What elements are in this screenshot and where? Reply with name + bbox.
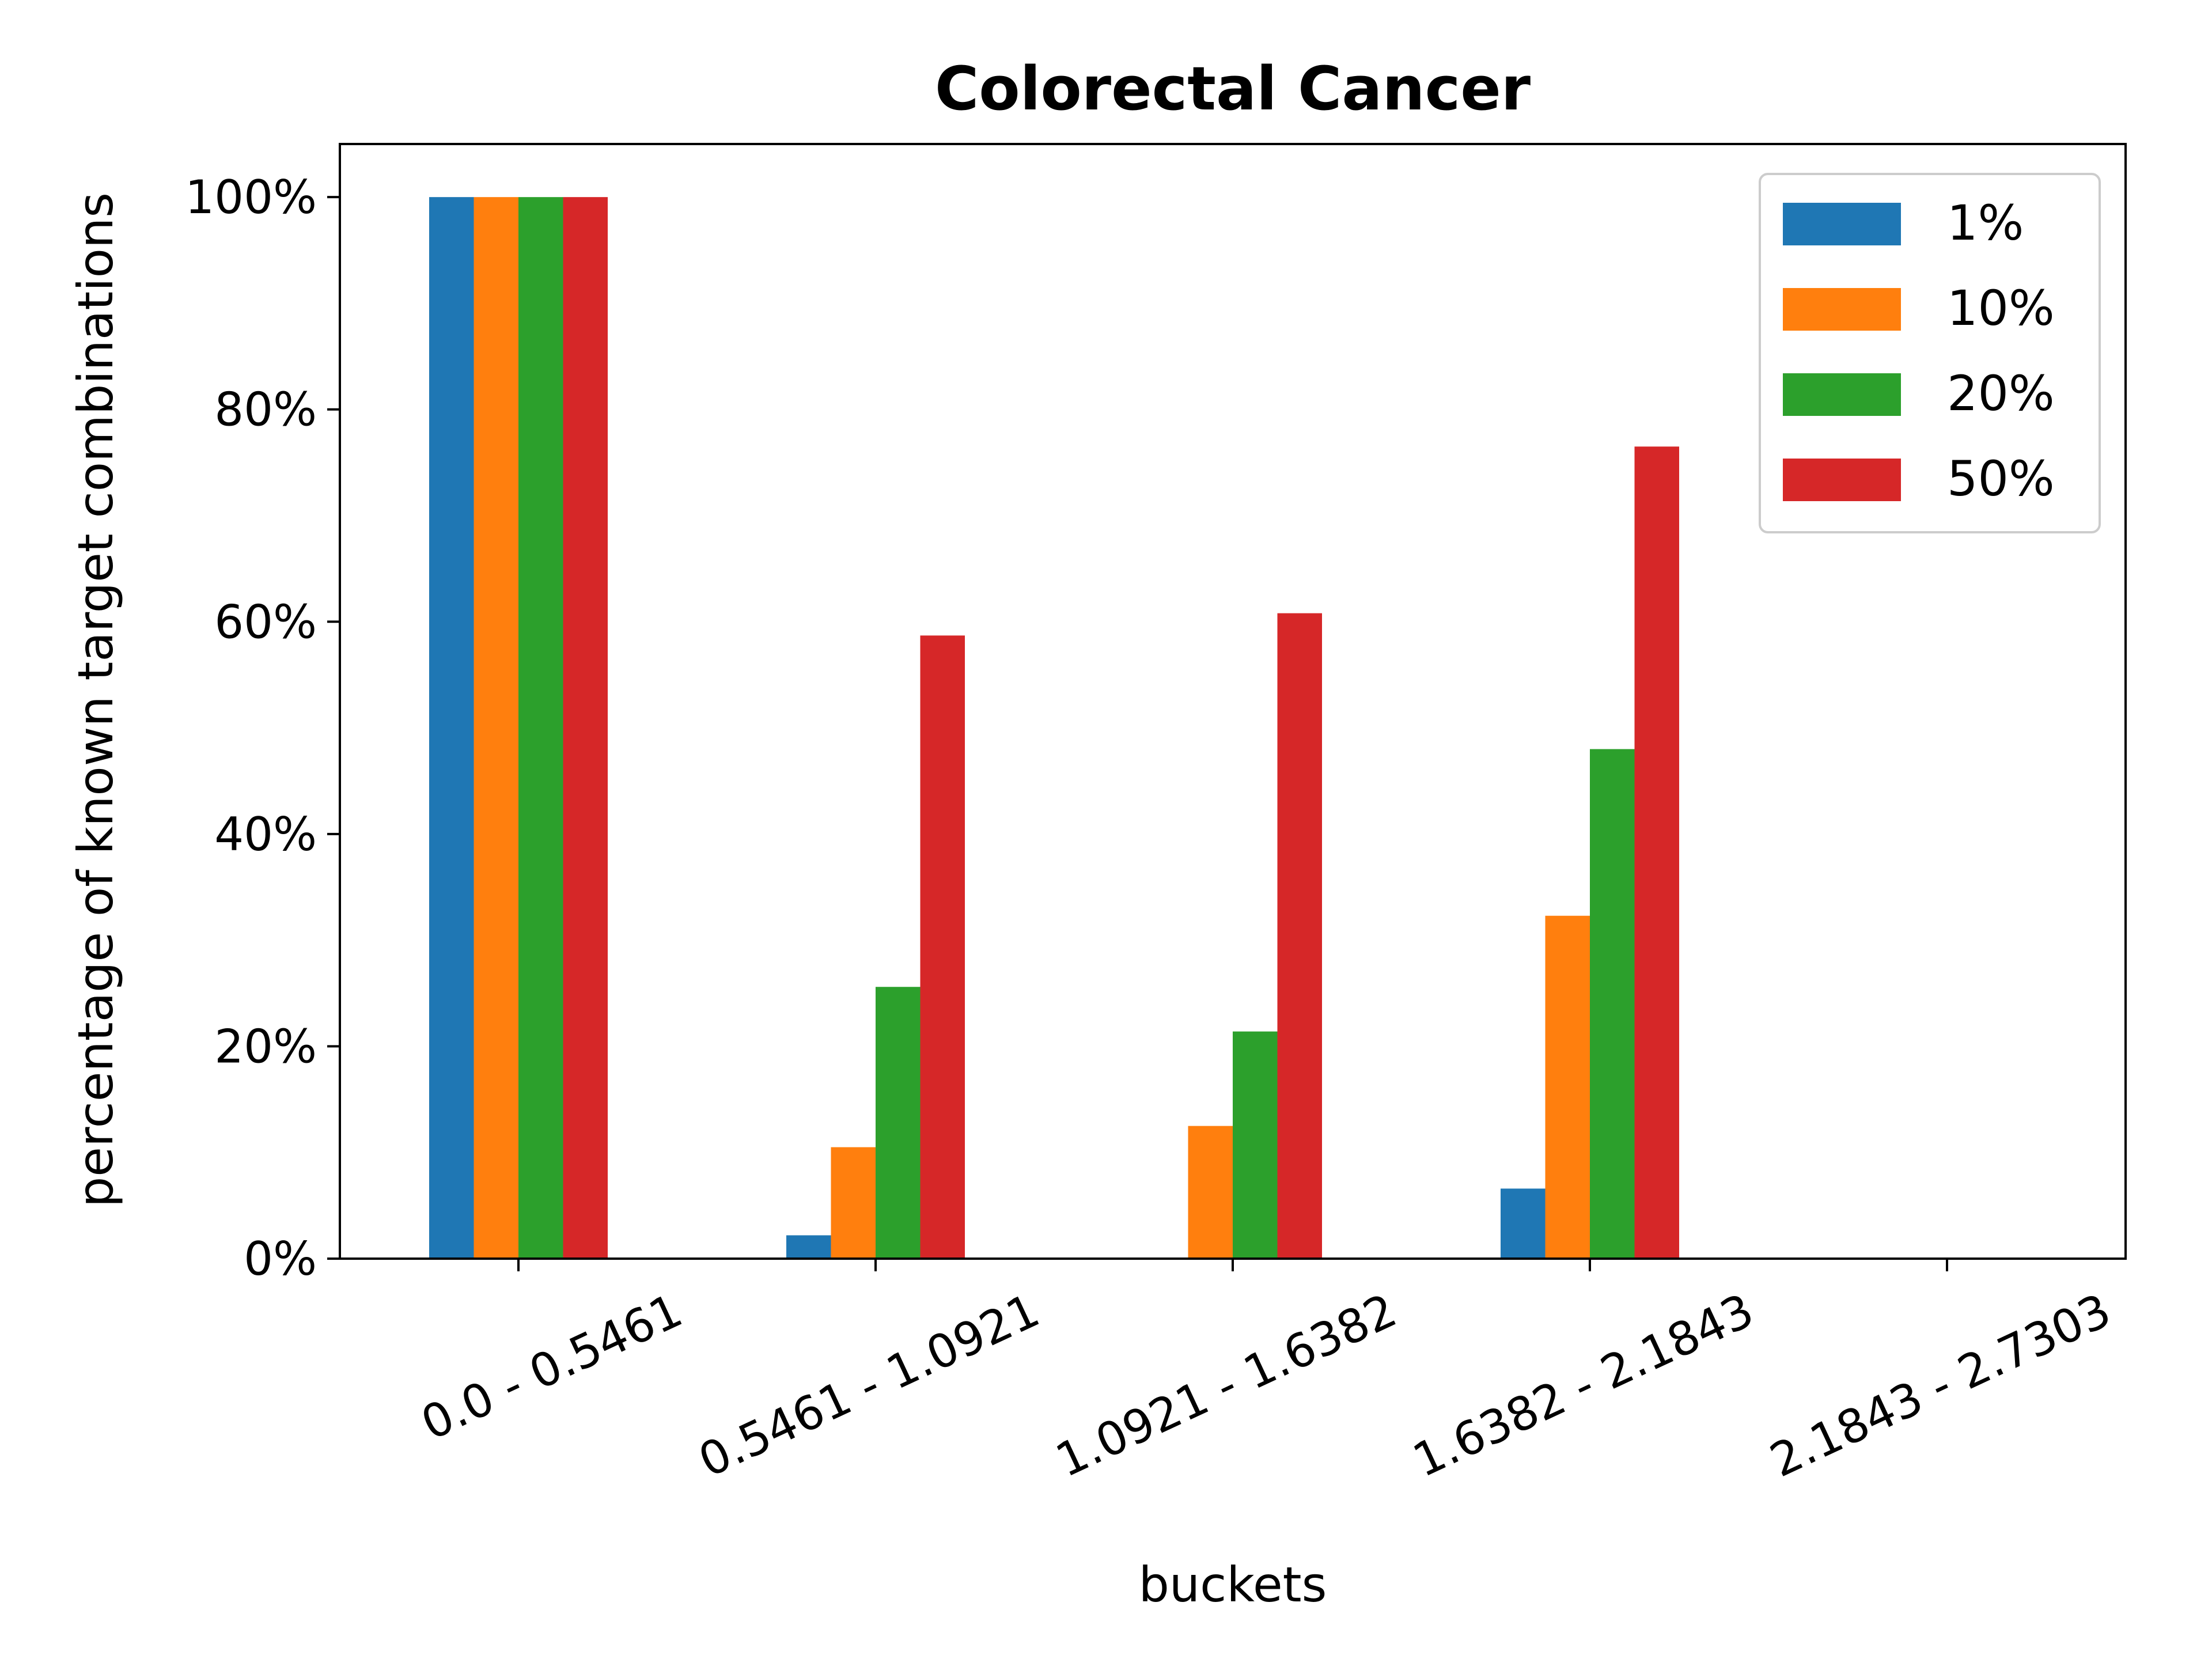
x-tick-label: 1.0921 - 1.6382 [1048,1283,1404,1488]
y-axis-label: percentage of known target combinations [67,192,124,1207]
bar-10pct-cat-0 [474,197,518,1259]
x-tick-label: 0.0 - 0.5461 [413,1283,690,1450]
bar-10pct-cat-1 [831,1147,876,1259]
bar-1pct-cat-0 [429,197,474,1259]
chart-title: Colorectal Cancer [935,54,1531,124]
legend-label: 50% [1947,450,2055,507]
legend-swatch-50pct [1783,459,1901,501]
legend-swatch-10pct [1783,288,1901,331]
bar-20pct-cat-2 [1233,1031,1278,1259]
legend-label: 10% [1947,280,2055,336]
legend-label: 1% [1947,195,2024,251]
bar-50pct-cat-3 [1634,446,1679,1259]
legend-swatch-1pct [1783,203,1901,245]
y-tick-label: 60% [214,595,317,649]
legend-label: 20% [1947,365,2055,422]
y-axis: 0% 20% 40% 60% 80% 100% [185,171,340,1286]
bar-10pct-cat-3 [1545,915,1590,1259]
y-tick-label: 0% [244,1232,317,1286]
legend: 1% 10% 20% 50% [1759,173,2101,533]
x-tick-label: 2.1843 - 2.7303 [1762,1283,2119,1488]
bar-20pct-cat-1 [876,987,921,1259]
bar-1pct-cat-1 [786,1235,831,1259]
bar-20pct-cat-0 [518,197,563,1259]
bar-20pct-cat-3 [1590,749,1635,1259]
legend-box [1759,173,2101,533]
y-tick-label: 40% [214,808,317,861]
x-axis: 0.0 - 0.5461 0.5461 - 1.0921 1.0921 - 1.63… [413,1259,2119,1488]
x-axis-label: buckets [1139,1556,1327,1613]
bar-50pct-cat-1 [920,635,965,1259]
bars-group [429,197,1679,1259]
bar-10pct-cat-2 [1188,1126,1233,1259]
x-tick-label: 1.6382 - 2.1843 [1405,1283,1762,1488]
legend-swatch-20pct [1783,373,1901,416]
y-tick-label: 20% [214,1020,317,1073]
bar-1pct-cat-3 [1501,1188,1546,1259]
y-tick-label: 100% [185,171,317,224]
bar-50pct-cat-0 [563,197,608,1259]
x-tick-label: 0.5461 - 1.0921 [691,1283,1047,1488]
y-tick-label: 80% [214,383,317,437]
bar-50pct-cat-2 [1277,613,1322,1259]
